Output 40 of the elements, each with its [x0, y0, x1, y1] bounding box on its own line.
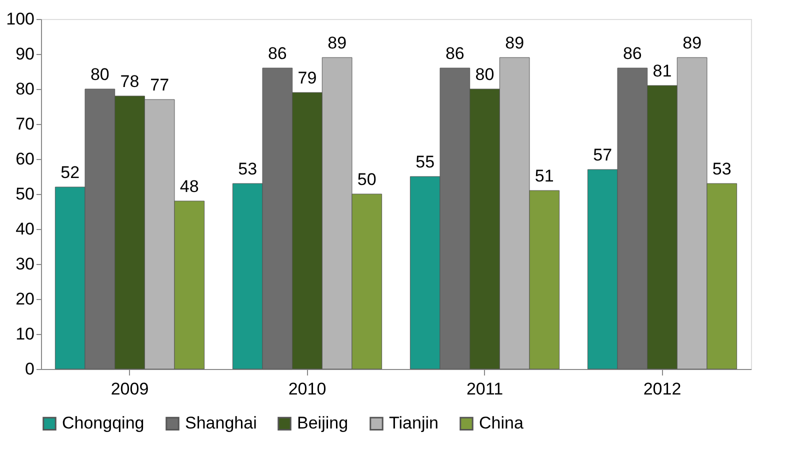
data-label: 52	[60, 163, 80, 182]
y-tick-label: 100	[6, 10, 34, 28]
data-label: 78	[120, 72, 140, 91]
legend-label: China	[479, 414, 524, 433]
data-label: 89	[682, 34, 702, 52]
data-label: 77	[150, 76, 170, 94]
y-tick-label: 60	[16, 150, 34, 168]
data-label: 50	[357, 170, 376, 189]
x-tick-label: 2009	[110, 380, 149, 398]
data-label: 89	[328, 34, 347, 52]
y-tick-label: 30	[16, 254, 34, 274]
data-label: 53	[238, 160, 258, 178]
y-tick-label: 20	[16, 290, 34, 308]
data-label: 53	[712, 160, 732, 178]
data-label: 80	[475, 65, 494, 84]
x-tick-label: 2011	[466, 380, 504, 398]
legend-label: Shanghai	[185, 414, 257, 433]
data-label: 86	[268, 44, 287, 63]
data-label: 86	[445, 44, 464, 63]
data-label: 57	[593, 146, 612, 164]
data-label: 55	[416, 152, 435, 172]
data-label: 48	[180, 177, 199, 196]
data-label: 86	[622, 44, 642, 63]
x-tick-label: 2010	[288, 380, 326, 398]
y-tick-label: 0	[25, 360, 34, 378]
x-tick-label: 2012	[643, 380, 682, 398]
data-label: 81	[652, 62, 672, 80]
data-label: 79	[298, 68, 317, 88]
y-tick-label: 40	[16, 220, 34, 238]
data-label: 51	[534, 166, 554, 186]
data-label: 80	[90, 65, 110, 84]
y-tick-label: 90	[16, 44, 34, 64]
legend-label: Tianjin	[389, 414, 438, 433]
legend-label: Chongqing	[62, 414, 144, 433]
data-label: 89	[505, 34, 524, 52]
legend-label: Beijing	[297, 414, 348, 433]
y-tick-label: 80	[16, 80, 34, 98]
y-tick-label: 70	[16, 114, 34, 134]
y-tick-label: 50	[16, 184, 34, 204]
y-tick-label: 10	[16, 324, 34, 344]
